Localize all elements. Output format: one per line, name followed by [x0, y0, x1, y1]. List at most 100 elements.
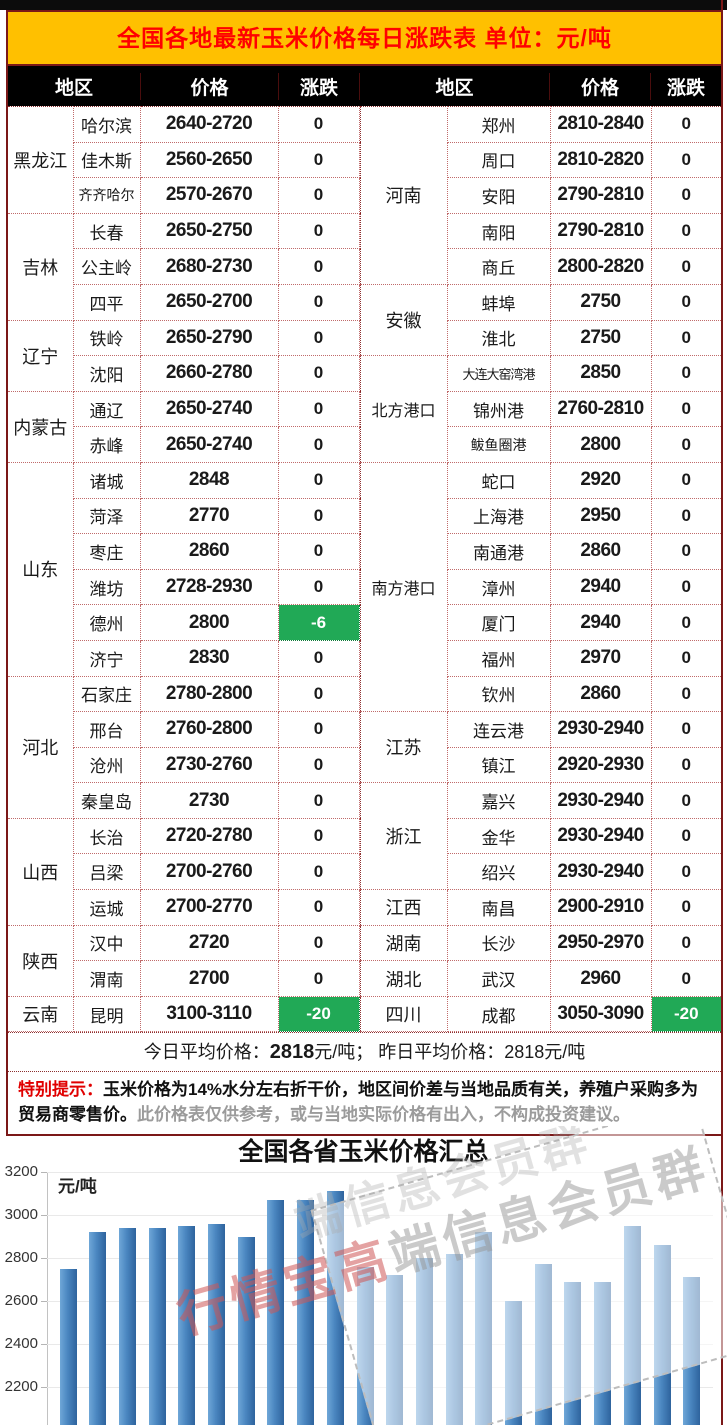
price-cell: 2560-2650	[139, 141, 279, 179]
change-cell: 0	[277, 461, 360, 499]
table-row: 湖北 武汉 2960 0	[360, 960, 721, 997]
table-row: 江西 南昌 2900-2910 0	[360, 889, 721, 926]
price-cell: 2800	[139, 604, 279, 641]
table-row: 安徽 蚌埠 2750 0	[360, 283, 721, 357]
province-cell: 河南	[360, 106, 448, 285]
change-cell: 0	[277, 248, 360, 285]
bar	[534, 1264, 552, 1425]
city-cell: 四平	[72, 283, 141, 321]
chart-y-axis-unit: 元/吨	[58, 1177, 97, 1196]
price-cell: 2848	[139, 461, 279, 499]
price-cell: 2720	[139, 924, 279, 962]
city-cell: 蚌埠	[446, 283, 551, 321]
city-cell: 武汉	[446, 960, 551, 997]
header-price-right: 价格	[549, 72, 650, 100]
y-tick-label: 2800	[4, 1249, 38, 1266]
city-cell: 绍兴	[446, 853, 551, 891]
average-price-row: 今日平均价格：2818元/吨； 昨日平均价格：2818元/吨	[8, 1032, 721, 1071]
change-cell: 0	[650, 639, 721, 677]
corn-price-bar-chart: 全国各省玉米价格汇总 元/吨 3200 3000 2800 2600 2400 2200 …	[0, 1126, 727, 1425]
table-row: 云南 昆明 3100-3110 -20	[8, 995, 360, 1033]
yesterday-avg-label: 昨日平均价格：	[378, 1042, 505, 1063]
price-table-right: 河南 郑州 2810-2840 0 周口 2810-2820 0 安阳 2790-2810 0 南阳…	[359, 106, 721, 1033]
price-cell: 3050-3090	[549, 995, 652, 1033]
city-cell: 渭南	[72, 960, 141, 997]
yesterday-avg-value: 2818	[504, 1042, 545, 1063]
change-cell: 0	[277, 711, 360, 748]
price-cell: 2650-2700	[139, 283, 279, 321]
change-cell: 0	[277, 426, 360, 463]
price-cell: 2770	[139, 497, 279, 535]
price-cell: 2930-2940	[549, 711, 652, 748]
change-cell: 0	[650, 782, 721, 819]
change-cell: 0	[277, 675, 360, 713]
city-cell: 赤峰	[72, 426, 141, 463]
table-row: 绍兴 2930-2940 0	[360, 853, 721, 891]
price-cell: 2860	[549, 675, 652, 713]
city-cell: 上海港	[446, 497, 551, 535]
city-cell: 周口	[446, 141, 551, 179]
today-avg-value: 2818	[269, 1041, 315, 1064]
table-row: 钦州 2860 0	[360, 675, 721, 713]
table-row: 漳州 2940 0	[360, 568, 721, 606]
city-cell: 福州	[446, 639, 551, 677]
bar	[237, 1236, 255, 1425]
bar	[564, 1281, 582, 1425]
gridline	[47, 1258, 713, 1259]
bar	[208, 1223, 225, 1425]
table-row: 吉林 长春 2650-2750 0	[8, 212, 360, 321]
change-cell: 0	[650, 355, 721, 392]
change-cell: 0	[650, 604, 721, 641]
city-cell: 德州	[72, 604, 141, 641]
price-cell: 2800-2820	[549, 248, 652, 285]
y-tick-label: 2200	[4, 1378, 38, 1395]
special-notice: 特别提示：玉米价格为14%水分左右折干价，地区间价差与当地品质有关，养殖户采购多…	[8, 1071, 721, 1134]
header-change-left: 涨跌	[278, 72, 359, 100]
table-row: 陕西 汉中 2720 0	[8, 924, 360, 997]
gridline	[47, 1172, 713, 1173]
price-cell: 2700-2770	[139, 889, 279, 926]
city-cell: 商丘	[446, 248, 551, 285]
province-cell: 南方港口	[360, 461, 448, 713]
price-cell: 2860	[549, 533, 652, 570]
table-row: 镇江 2920-2930 0	[360, 746, 721, 784]
table-row: 北方港口 大连大窑湾港 2850 0	[360, 355, 721, 463]
table-row: 黑龙江 哈尔滨 2640-2720 0	[8, 106, 360, 214]
table-row: 金华 2930-2940 0	[360, 817, 721, 855]
y-tick-mark	[41, 1215, 47, 1216]
table-row: 上海港 2950 0	[360, 497, 721, 535]
price-cell: 2800	[549, 426, 652, 463]
gridline	[47, 1387, 713, 1388]
change-cell: 0	[650, 889, 721, 926]
city-cell: 通辽	[72, 390, 141, 428]
price-cell: 2760-2810	[549, 390, 652, 428]
table-row: 南通港 2860 0	[360, 533, 721, 570]
change-cell: 0	[277, 212, 360, 250]
city-cell: 公主岭	[72, 248, 141, 285]
price-cell: 2730	[139, 782, 279, 819]
bar	[594, 1281, 612, 1425]
bar	[623, 1225, 641, 1425]
city-cell: 沈阳	[72, 355, 141, 392]
bar	[178, 1225, 196, 1425]
change-cell: 0	[650, 817, 721, 855]
change-cell: 0	[650, 924, 721, 962]
price-table-frame: 全国各地最新玉米价格每日涨跌表 单位：元/吨 地区 价格 涨跌 地区 价格 涨跌…	[6, 10, 723, 1137]
price-cell: 2930-2940	[549, 853, 652, 891]
change-cell: 0	[650, 390, 721, 428]
today-avg-label: 今日平均价格：	[143, 1042, 270, 1063]
top-black-strip	[0, 0, 727, 10]
province-cell: 安徽	[360, 283, 448, 357]
city-cell: 安阳	[446, 177, 551, 214]
price-cell: 2720-2780	[139, 817, 279, 855]
change-cell: 0	[277, 853, 360, 891]
change-cell: 0	[277, 782, 360, 819]
city-cell: 锦州港	[446, 390, 551, 428]
yesterday-avg-unit: 元/吨	[544, 1042, 586, 1063]
table-row: 安阳 2790-2810 0	[360, 177, 721, 214]
bar	[297, 1199, 315, 1425]
table-row: 吕梁 2700-2760 0	[8, 853, 360, 891]
header-change-right: 涨跌	[650, 72, 721, 100]
header-region-right: 地区	[359, 72, 549, 100]
city-cell: 漳州	[446, 568, 551, 606]
